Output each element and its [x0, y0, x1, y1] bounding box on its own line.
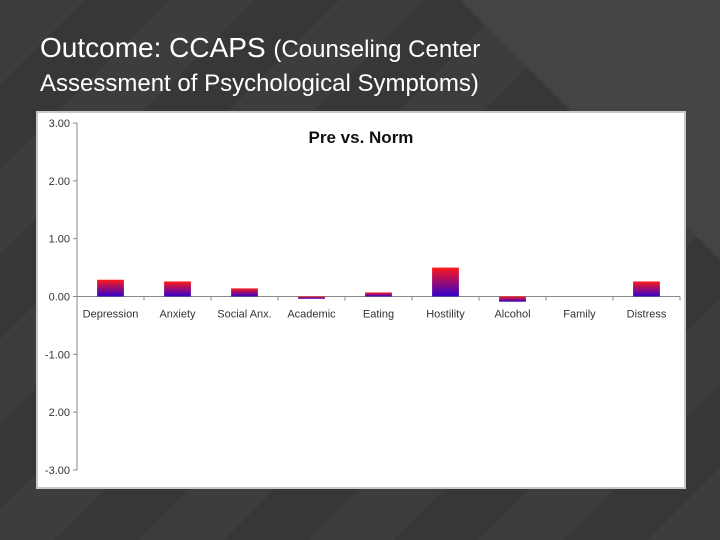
bar-eating [365, 292, 392, 297]
bar-academic [298, 296, 325, 299]
x-category-label: Distress [627, 309, 667, 321]
bar-distress [633, 281, 660, 297]
y-tick-label: 3.00 [49, 118, 70, 130]
x-category-label: Anxiety [159, 309, 196, 321]
x-category-label: Hostility [426, 309, 465, 321]
y-axis: 3.00 2.00 1.00 0.00 -1.00 2.00 -3.00 [45, 118, 78, 477]
slide-title: Outcome: CCAPS (Counseling Center Assess… [40, 30, 700, 99]
x-axis [76, 296, 681, 301]
x-category-label: Depression [83, 309, 139, 321]
chart-frame: Pre vs. Norm 3.00 2.00 1.00 0.00 -1.00 2.00 -3… [36, 111, 686, 489]
x-category-label: Alcohol [494, 309, 530, 321]
slide-title-line2: Assessment of Psychological Symptoms) [40, 70, 479, 97]
y-tick-label: 0.00 [49, 292, 70, 304]
slide-title-paren: (Counseling Center [273, 36, 481, 63]
y-tick-label: 1.00 [49, 234, 70, 246]
y-tick-label: -3.00 [45, 465, 70, 477]
bar-social-anx [231, 288, 258, 297]
bar-depression [97, 279, 124, 297]
bar-anxiety [164, 281, 191, 297]
y-tick-label: 2.00 [49, 176, 70, 188]
y-tick-label: 2.00 [49, 407, 70, 419]
bars [97, 267, 660, 302]
category-labels: Depression Anxiety Social Anx. Academic Eati… [83, 309, 667, 321]
bar-alcohol [499, 296, 526, 302]
bar-chart: Pre vs. Norm 3.00 2.00 1.00 0.00 -1.00 2.00 -3… [45, 118, 681, 477]
x-category-label: Social Anx. [217, 309, 271, 321]
y-tick-label: -1.00 [45, 349, 70, 361]
bar-hostility [432, 267, 459, 297]
x-category-label: Eating [363, 309, 394, 321]
slide-title-line1: Outcome: CCAPS (Counseling Center [40, 32, 480, 63]
x-category-label: Academic [287, 309, 336, 321]
slide-title-main: Outcome: CCAPS [40, 32, 266, 63]
x-category-label: Family [563, 309, 596, 321]
chart-title: Pre vs. Norm [309, 128, 414, 147]
